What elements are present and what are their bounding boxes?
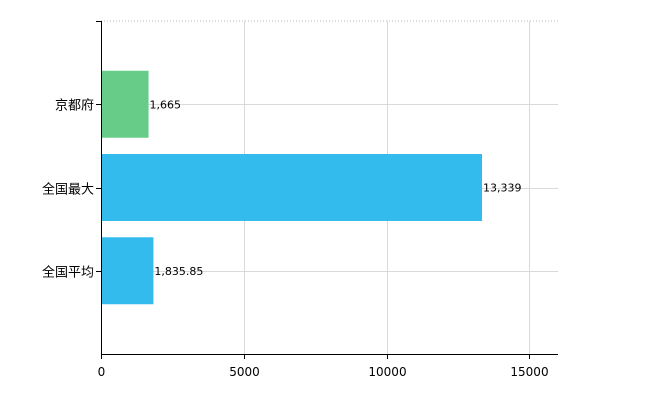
category-label: 京都府 [55, 99, 94, 114]
data-label: 13,339 [483, 182, 522, 195]
bars [101, 70, 482, 305]
bar [101, 154, 482, 221]
axes [96, 21, 558, 359]
bar [101, 70, 149, 138]
x-tick-label: 15000 [510, 365, 548, 379]
bar [101, 237, 154, 305]
x-tick-label: 5000 [229, 365, 260, 379]
x-tick-label: 0 [98, 365, 106, 379]
category-label: 全国平均 [42, 265, 94, 281]
x-tick-label: 10000 [368, 365, 406, 379]
data-label: 1,835.85 [154, 265, 203, 278]
data-label: 1,665 [150, 98, 182, 111]
category-label: 全国最大 [42, 182, 94, 198]
